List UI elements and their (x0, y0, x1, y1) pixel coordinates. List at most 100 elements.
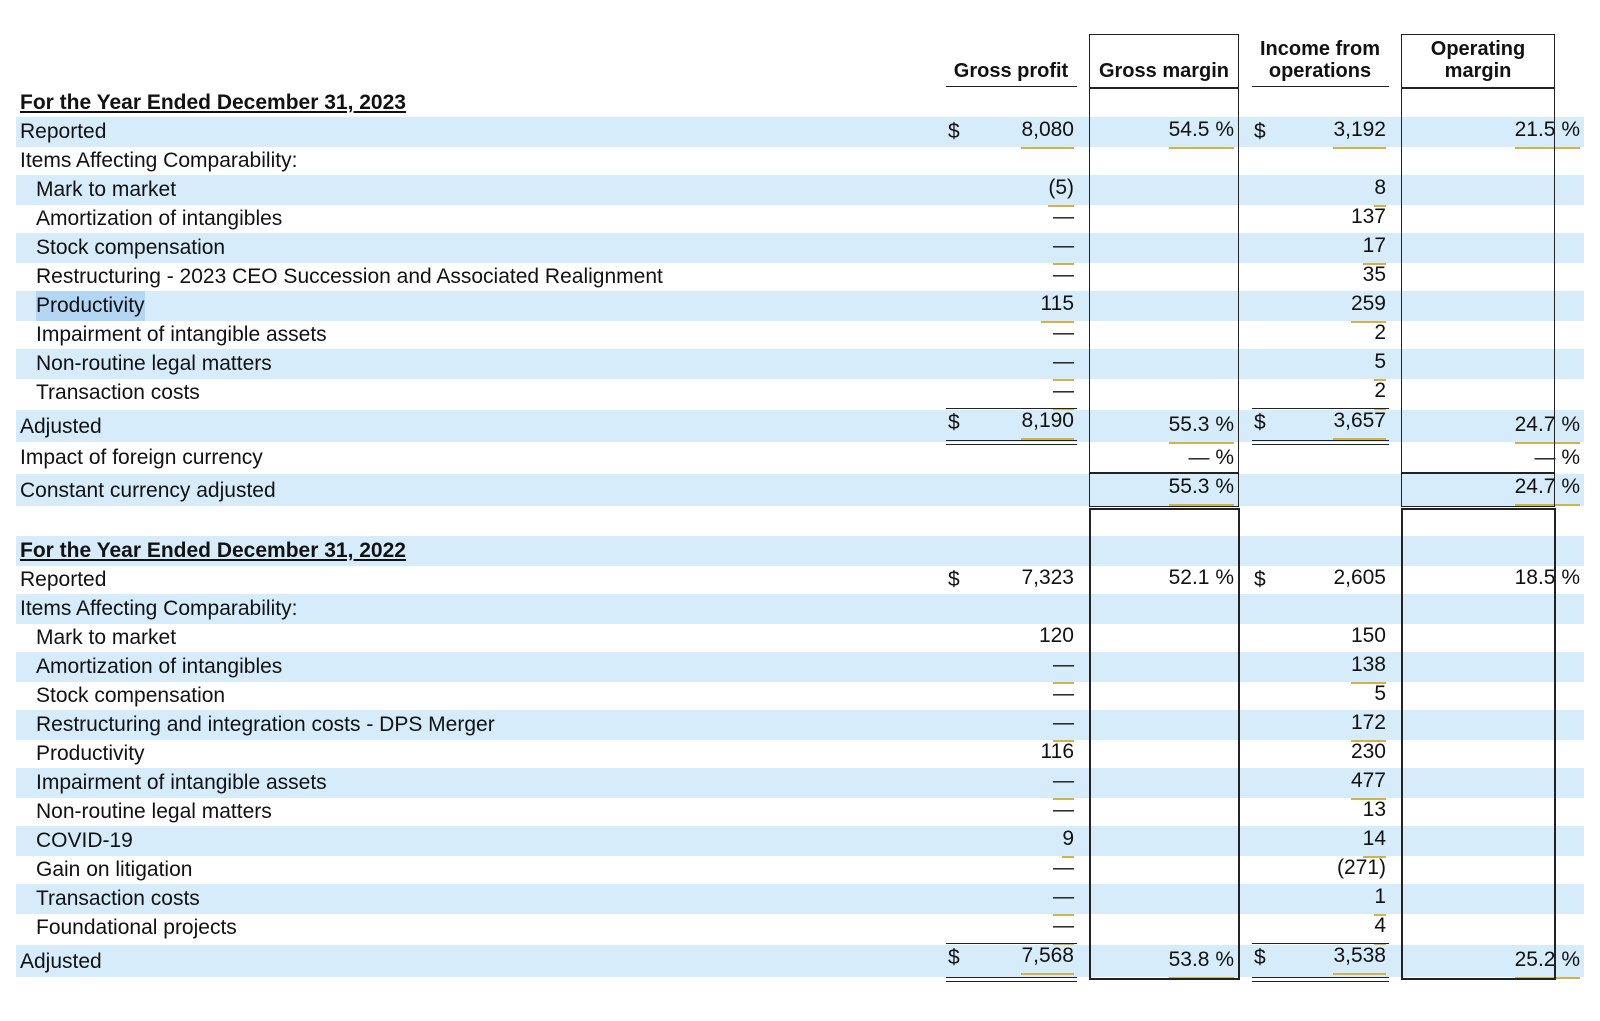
operating-margin-value: — % (1534, 446, 1580, 469)
row-label: Reported (20, 568, 107, 591)
row-label: Impairment of intangible assets (36, 323, 327, 346)
row-label: COVID-19 (36, 829, 133, 852)
income-value: 3,538 (1333, 943, 1386, 975)
header-gross-margin: Gross margin (1098, 60, 1230, 82)
table-row: Productivity 116 230 (16, 739, 1584, 771)
gross-margin-value: 55.3 % (1168, 474, 1234, 506)
income-value: 137 (1350, 204, 1386, 236)
row-label: Non-routine legal matters (36, 800, 272, 823)
income-value: 5 (1374, 349, 1386, 381)
table-row-adjusted: Adjusted $ 7,568 53.8 % $ 3,538 25.2 % (16, 943, 1584, 979)
income-value: 230 (1350, 739, 1386, 771)
operating-margin-value: 24.7 % (1514, 412, 1580, 444)
income-value: 138 (1350, 652, 1386, 684)
gross-profit-value: — (1053, 768, 1074, 800)
row-label-selected[interactable]: Productivity (36, 291, 145, 321)
currency-symbol: $ (948, 411, 960, 434)
header-income-from-operations: Income from operations (1259, 38, 1381, 82)
row-label: Items Affecting Comparability: (20, 149, 298, 172)
income-value: 8 (1374, 175, 1386, 207)
income-value: 3,657 (1333, 408, 1386, 440)
row-label: Constant currency adjusted (20, 479, 276, 502)
table-row: Foundational projects — 4 (16, 913, 1584, 945)
income-value: 2 (1374, 378, 1386, 410)
row-label: Mark to market (36, 178, 177, 201)
section-title: For the Year Ended December 31, 2023 (20, 91, 406, 114)
table-row: Restructuring and integration costs - DP… (16, 710, 1584, 742)
row-label: Restructuring and integration costs - DP… (36, 713, 495, 736)
gross-profit-value: — (1053, 855, 1074, 887)
income-value: 1 (1374, 884, 1386, 916)
row-label: Stock compensation (36, 236, 226, 259)
gross-margin-value: — % (1188, 446, 1234, 469)
currency-symbol: $ (1254, 120, 1266, 143)
table-row: Stock compensation — 17 (16, 233, 1584, 265)
row-label: Impact of foreign currency (20, 446, 263, 469)
table-row: Amortization of intangibles — 137 (16, 204, 1584, 236)
currency-symbol: $ (948, 946, 960, 969)
gross-profit-value: (5) (1048, 175, 1074, 207)
subtotal-rule (946, 943, 1077, 944)
row-label: Transaction costs (36, 381, 200, 404)
gross-margin-value: 52.1 % (1168, 565, 1234, 597)
currency-symbol: $ (948, 120, 960, 143)
subtotal-rule (1252, 943, 1389, 944)
table-row: Gain on litigation — (271) (16, 855, 1584, 887)
section-title: For the Year Ended December 31, 2022 (20, 539, 406, 562)
row-label: Items Affecting Comparability: (20, 597, 298, 620)
gross-profit-value: 8,080 (1021, 117, 1074, 149)
table-row-iac: Items Affecting Comparability: (16, 146, 1584, 176)
currency-symbol: $ (1254, 411, 1266, 434)
income-value: (271) (1336, 855, 1386, 887)
gross-margin-value: 55.3 % (1168, 412, 1234, 444)
gross-profit-value: 9 (1062, 826, 1074, 858)
operating-margin-value: 24.7 % (1514, 474, 1580, 506)
row-label: Reported (20, 120, 107, 143)
currency-symbol: $ (948, 568, 960, 591)
double-rule (946, 440, 1077, 445)
income-value: 259 (1350, 291, 1386, 323)
income-value: 2,605 (1333, 565, 1386, 597)
gross-profit-value: — (1053, 652, 1074, 684)
operating-margin-value: 25.2 % (1514, 947, 1580, 979)
section-title-row: For the Year Ended December 31, 2023 (16, 88, 1584, 118)
table-row: Non-routine legal matters — 13 (16, 797, 1584, 829)
double-rule (1252, 440, 1389, 445)
gross-profit-value: — (1053, 884, 1074, 916)
gross-profit-value: — (1053, 681, 1074, 713)
header-operating-margin: Operating margin (1430, 38, 1526, 82)
row-label: Impairment of intangible assets (36, 771, 327, 794)
gross-profit-value: — (1053, 913, 1074, 945)
row-label: Adjusted (20, 950, 102, 973)
subtotal-rule (1252, 408, 1389, 409)
gross-profit-value: — (1053, 349, 1074, 381)
gross-profit-value: 120 (1038, 623, 1074, 655)
row-label: Non-routine legal matters (36, 352, 272, 375)
table-row-adjusted: Adjusted $ 8,190 55.3 % $ 3,657 24.7 % (16, 408, 1584, 444)
table-row-constant: Constant currency adjusted 55.3 % 24.7 % (16, 474, 1584, 506)
income-value: 13 (1362, 797, 1386, 829)
income-value: 4 (1374, 913, 1386, 945)
table-row: Transaction costs — 1 (16, 884, 1584, 916)
row-label: Mark to market (36, 626, 177, 649)
table-row: Mark to market (5) 8 (16, 175, 1584, 207)
row-label: Gain on litigation (36, 858, 193, 881)
gross-profit-value: — (1053, 204, 1074, 236)
header-rule (1252, 86, 1389, 87)
income-value: 35 (1362, 262, 1386, 294)
row-label: Productivity (36, 742, 145, 765)
gross-margin-value: 53.8 % (1168, 947, 1234, 979)
table-row: Non-routine legal matters — 5 (16, 349, 1584, 381)
header-rule (946, 86, 1077, 87)
table-row-reported: Reported $ 7,323 52.1 % $ 2,605 18.5 % (16, 565, 1584, 597)
table-row-iac: Items Affecting Comparability: (16, 594, 1584, 624)
gross-profit-value: — (1053, 320, 1074, 352)
operating-margin-value: 18.5 % (1514, 565, 1580, 597)
gross-profit-value: — (1053, 710, 1074, 742)
row-label: Amortization of intangibles (36, 655, 283, 678)
operating-margin-value: 21.5 % (1514, 117, 1580, 149)
table-row: Amortization of intangibles — 138 (16, 652, 1584, 684)
double-rule (1252, 977, 1389, 982)
row-label: Stock compensation (36, 684, 226, 707)
